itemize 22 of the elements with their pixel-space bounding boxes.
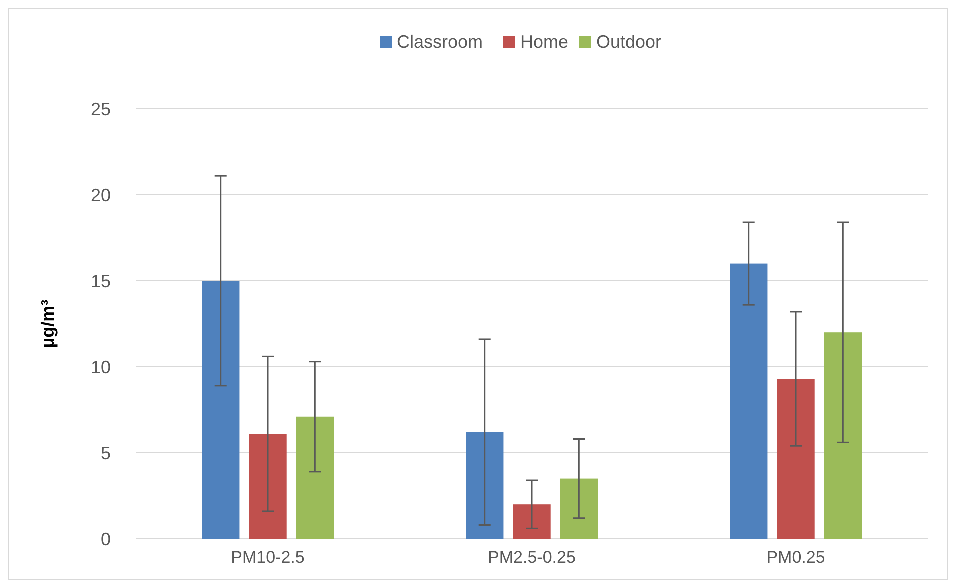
bar — [296, 416, 334, 539]
legend-label: Classroom — [397, 32, 484, 52]
x-tick-label: PM2.5-0.25 — [488, 548, 576, 567]
y-tick-label: 0 — [100, 529, 111, 550]
bar — [560, 478, 598, 539]
bar — [824, 332, 862, 539]
x-tick-label: PM0.25 — [766, 548, 826, 567]
y-tick-label: 20 — [90, 185, 111, 206]
y-tick-label: 10 — [90, 357, 111, 378]
legend-label: Home — [520, 32, 569, 52]
y-tick-label: 5 — [100, 443, 111, 464]
x-tick-label: PM10-2.5 — [231, 548, 305, 567]
bar — [777, 379, 815, 539]
y-tick-label: 25 — [90, 99, 111, 120]
bar — [466, 432, 504, 539]
bar — [202, 281, 240, 539]
bar — [730, 264, 768, 539]
legend-label: Outdoor — [596, 32, 662, 52]
bar — [513, 504, 551, 539]
bar — [249, 434, 287, 539]
y-axis-title: µg/m³ — [38, 300, 58, 348]
y-tick-label: 15 — [90, 271, 111, 292]
